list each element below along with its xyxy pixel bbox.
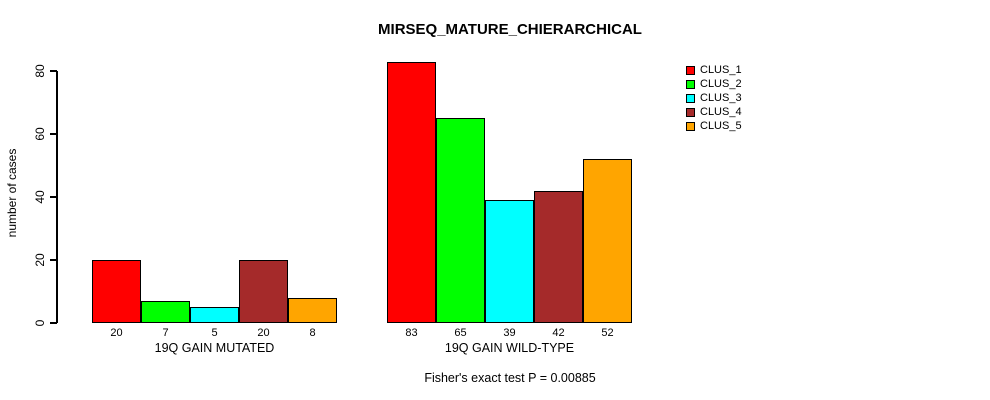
y-axis-label: number of cases — [5, 148, 19, 238]
legend-item: CLUS_2 — [686, 77, 742, 91]
legend-item-label: CLUS_1 — [700, 64, 742, 76]
bar-value-label: 20 — [110, 327, 123, 339]
y-axis-tick — [50, 322, 57, 324]
legend: CLUS_1 CLUS_2 CLUS_3 CLUS_4 CLUS_5 — [686, 63, 742, 133]
y-axis-tick-label: 80 — [33, 64, 47, 78]
bar-value-label: 65 — [454, 327, 467, 339]
legend-item-label: CLUS_4 — [700, 106, 742, 118]
bar-value-label: 52 — [601, 327, 614, 339]
plot-title: MIRSEQ_MATURE_CHIERARCHICAL — [378, 21, 642, 38]
bar-value-label: 39 — [503, 327, 516, 339]
bar-clus_3-group1 — [190, 307, 239, 323]
y-axis-tick-label: 0 — [33, 319, 47, 327]
y-axis-tick — [50, 70, 57, 72]
caption: Fisher's exact test P = 0.00885 — [424, 371, 596, 385]
bar-clus_3-group2 — [485, 200, 534, 323]
bar-value-label: 83 — [405, 327, 418, 339]
group-label: 19Q GAIN MUTATED — [154, 341, 275, 355]
legend-item-label: CLUS_5 — [700, 120, 742, 132]
bar-clus_5-group1 — [288, 297, 337, 323]
y-axis-tick-label: 40 — [33, 190, 47, 204]
bar-value-label: 8 — [309, 327, 316, 339]
legend-item: CLUS_4 — [686, 105, 742, 119]
legend-swatch-icon — [686, 65, 695, 75]
bar-clus_1-group2 — [387, 61, 436, 323]
legend-item-label: CLUS_2 — [700, 78, 742, 90]
bar-clus_5-group2 — [583, 159, 632, 323]
legend-swatch-icon — [686, 107, 695, 117]
y-axis-tick — [50, 133, 57, 135]
legend-swatch-icon — [686, 121, 695, 131]
bar-clus_4-group1 — [239, 260, 288, 323]
bar-value-label: 7 — [162, 327, 169, 339]
bar-clus_1-group1 — [92, 260, 141, 323]
legend-item-label: CLUS_3 — [700, 92, 742, 104]
legend-swatch-icon — [686, 79, 695, 89]
bar-value-label: 5 — [211, 327, 218, 339]
legend-item: CLUS_3 — [686, 91, 742, 105]
bar-clus_4-group2 — [534, 190, 583, 323]
bar-clus_2-group1 — [141, 300, 190, 323]
legend-item: CLUS_5 — [686, 119, 742, 133]
bar-clus_2-group2 — [436, 118, 485, 323]
bar-value-label: 42 — [552, 327, 565, 339]
y-axis-tick-label: 60 — [33, 127, 47, 141]
y-axis-tick — [50, 259, 57, 261]
bar-value-label: 20 — [257, 327, 270, 339]
legend-item: CLUS_1 — [686, 63, 742, 77]
group-label: 19Q GAIN WILD-TYPE — [444, 341, 575, 355]
y-axis-tick — [50, 196, 57, 198]
y-axis-tick-label: 20 — [33, 253, 47, 267]
legend-swatch-icon — [686, 93, 695, 103]
